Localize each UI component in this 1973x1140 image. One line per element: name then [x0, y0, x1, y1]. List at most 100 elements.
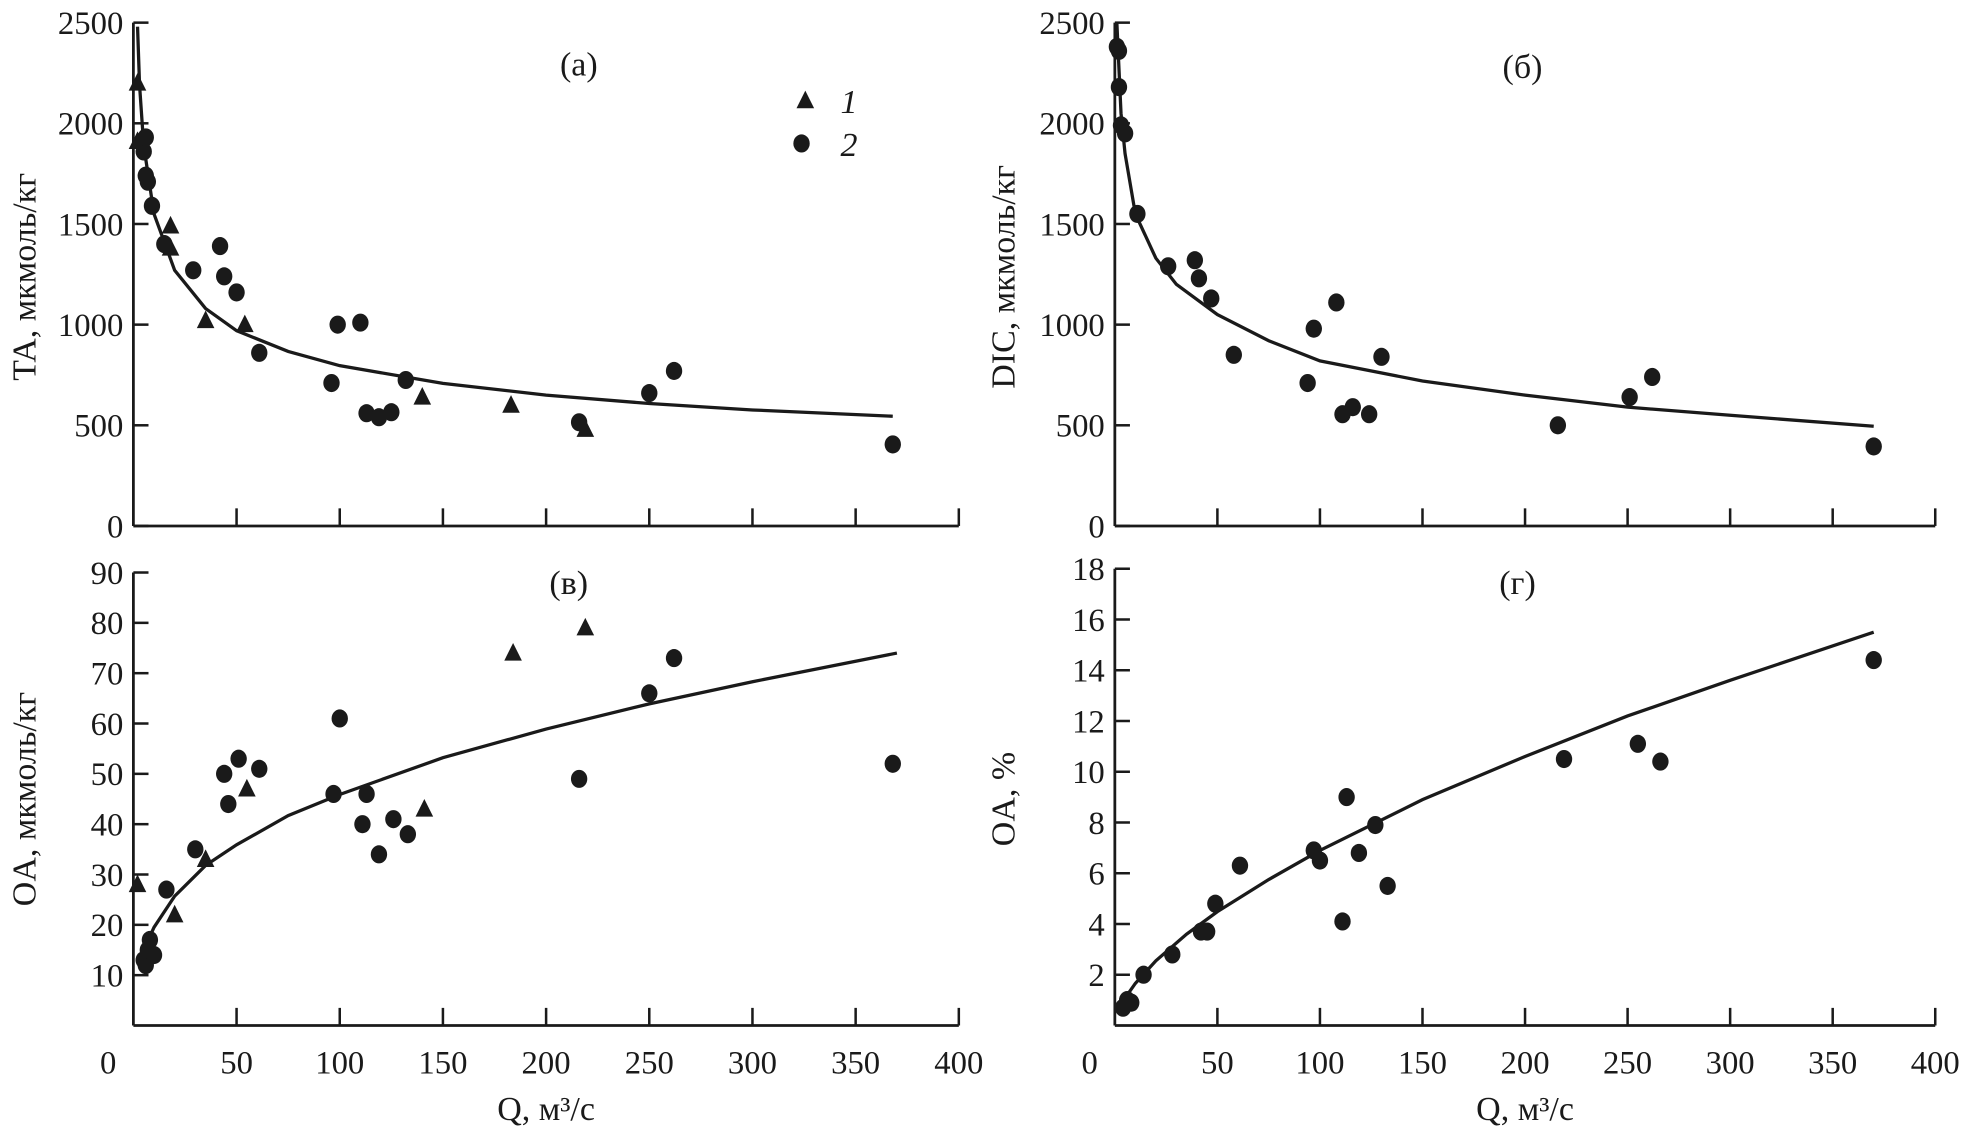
y-tick-label: 500: [1056, 409, 1105, 445]
panel-2: 0 500 1000 1500 2000 2500 DIC, мкмоль/кг (б): [985, 6, 1937, 545]
y-axis-label: TA, мкмоль/кг: [6, 173, 43, 381]
series-1: [128, 617, 595, 923]
x-tick-label: 150: [418, 1045, 467, 1081]
point-circle: [1621, 388, 1638, 407]
point-circle: [228, 283, 245, 302]
point-circle: [1338, 788, 1355, 807]
y-tick-label: 4: [1088, 907, 1104, 943]
point-triangle: [236, 314, 254, 333]
point-circle: [139, 172, 157, 191]
x-tick-label: 0: [1081, 1045, 1097, 1081]
panel-1: 0 500 1000 1500 2000 2500 TA, мкмоль/кг (а): [6, 6, 961, 545]
point-triangle: [502, 395, 520, 413]
point-circle: [1159, 257, 1177, 276]
point-circle: [1334, 912, 1351, 931]
point-circle: [1116, 124, 1134, 143]
point-circle: [370, 845, 388, 864]
y-tick-label: 40: [91, 807, 124, 843]
point-circle: [1311, 851, 1329, 870]
point-circle: [145, 945, 163, 965]
y-tick-label: 2: [1088, 958, 1104, 994]
x-tick-label: 200: [522, 1045, 571, 1081]
point-circle: [1231, 856, 1249, 875]
fit-curve: [1115, 22, 1874, 428]
point-circle: [1865, 437, 1882, 456]
series-2: [1114, 651, 1882, 1017]
point-circle: [216, 267, 233, 286]
y-axis-label: DIC, мкмоль/кг: [985, 165, 1022, 389]
y-tick-label: 500: [74, 409, 123, 445]
x-tick-label: 400: [934, 1045, 983, 1081]
point-circle: [383, 403, 400, 422]
point-circle: [185, 261, 202, 280]
x-tick-label: 250: [625, 1045, 674, 1081]
point-circle: [1164, 945, 1181, 964]
point-circle: [323, 373, 340, 393]
point-circle: [641, 684, 658, 703]
point-circle: [570, 413, 588, 432]
x-tick-label: 300: [728, 1045, 777, 1081]
point-circle: [370, 408, 388, 427]
y-tick-label: 18: [1072, 552, 1105, 588]
y-tick-label: 0: [107, 509, 123, 545]
x-tick-label: 50: [1201, 1045, 1234, 1081]
point-triangle: [161, 215, 180, 234]
point-circle: [884, 435, 901, 454]
point-circle: [329, 315, 346, 334]
point-circle: [220, 794, 237, 814]
point-circle: [251, 343, 268, 362]
point-circle: [1652, 752, 1669, 771]
y-tick-label: 20: [91, 908, 124, 944]
panel-4: 0 50 100 150 200 250 300 350 400 2 4 6 8 10 12 14 16 18 OA…: [985, 552, 1959, 1128]
point-circle: [884, 754, 901, 773]
point-circle: [1373, 347, 1390, 366]
point-circle: [1110, 78, 1128, 97]
point-circle: [251, 759, 268, 778]
legend-label: 1: [841, 84, 858, 121]
point-circle: [325, 784, 342, 804]
y-tick-label: 90: [91, 556, 124, 592]
point-circle: [385, 810, 402, 829]
point-triangle: [576, 617, 595, 636]
fit-curve: [1123, 630, 1875, 1000]
point-triangle: [196, 849, 215, 867]
point-circle: [570, 769, 588, 788]
y-tick-label: 14: [1072, 654, 1105, 690]
panel-3: 0 50 100 150 200 250 300 350 400 10 20 30 40 50 60 70 80…: [6, 556, 983, 1128]
legend-label: 2: [841, 127, 858, 164]
fit-curve: [142, 651, 898, 951]
legend-triangle-marker: [796, 90, 815, 109]
point-triangle: [238, 778, 256, 797]
point-circle: [1367, 815, 1384, 835]
x-tick-label: 0: [100, 1045, 116, 1081]
point-circle: [1299, 373, 1316, 393]
point-circle: [1110, 41, 1128, 60]
y-axis-label: OA, мкмоль/кг: [6, 692, 43, 906]
series-2: [135, 649, 901, 975]
point-circle: [1344, 398, 1361, 417]
y-tick-label: 1500: [58, 207, 123, 243]
y-tick-label: 2500: [1039, 6, 1104, 42]
point-triangle: [128, 72, 147, 91]
x-tick-label: 150: [1398, 1045, 1447, 1081]
legend: 12: [793, 84, 858, 164]
series-2: [135, 128, 901, 454]
point-circle: [1549, 416, 1567, 435]
y-tick-label: 8: [1088, 806, 1104, 842]
y-tick-label: 12: [1072, 704, 1105, 740]
legend-circle-marker: [793, 134, 810, 153]
point-circle: [1350, 843, 1368, 863]
x-tick-label: 200: [1501, 1045, 1550, 1081]
panel-label: (в): [549, 565, 588, 602]
panel-label: (б): [1503, 49, 1543, 86]
y-tick-label: 6: [1088, 857, 1104, 893]
point-triangle: [415, 799, 434, 817]
point-circle: [1379, 876, 1396, 895]
series-1: [128, 72, 595, 437]
y-tick-label: 70: [91, 657, 124, 693]
point-circle: [352, 313, 369, 332]
panel-label: (а): [560, 46, 598, 83]
point-circle: [216, 764, 233, 783]
